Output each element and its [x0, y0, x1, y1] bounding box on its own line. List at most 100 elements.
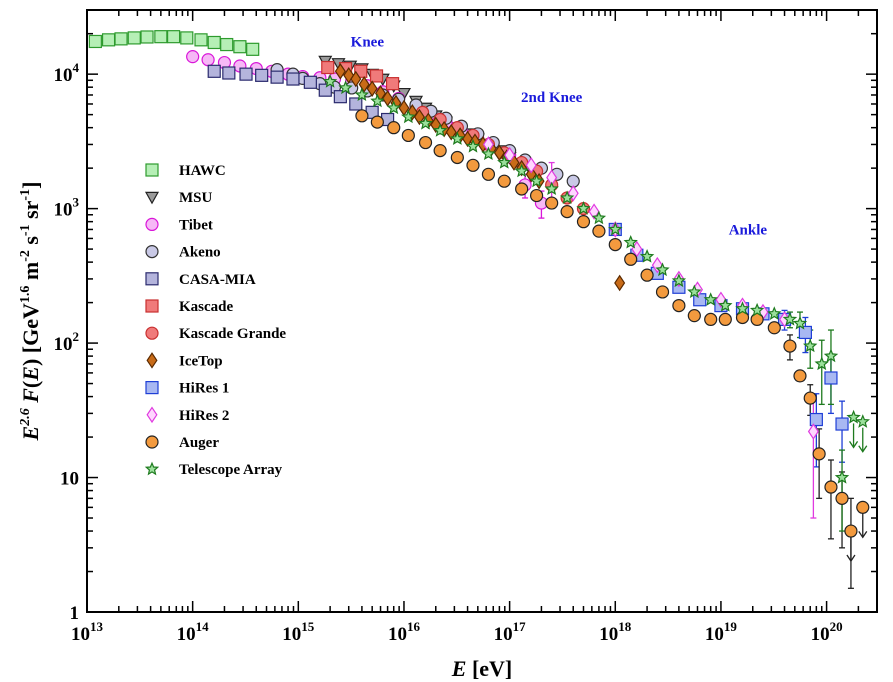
hawc-point: [166, 30, 181, 44]
axis-titles: E [eV] E2.6 F(E) [GeV1.6 m-2 s-1 sr-1]: [18, 182, 512, 681]
telescope-array-point: [370, 93, 385, 108]
telescope-array-point: [559, 190, 575, 205]
auger-point: [624, 252, 638, 266]
casa-mia-point: [286, 72, 300, 86]
legend-label-hires-2: HiRes 2: [179, 408, 229, 424]
x-tick-label: 1016: [388, 619, 421, 645]
icetop-point: [366, 80, 378, 97]
telescope-array-point: [591, 210, 607, 225]
telescope-array-point: [529, 173, 544, 188]
icetop-point: [493, 144, 505, 162]
hires-2-point: [525, 157, 537, 174]
telescope-array-point: [703, 292, 718, 306]
hires-2-point: [807, 423, 819, 440]
legend-label-msu: MSU: [179, 190, 213, 206]
legend-marker-msu: [144, 191, 160, 205]
telescope-array-point: [823, 348, 839, 363]
tick-marks: [86, 9, 878, 613]
kascade-point: [385, 77, 400, 91]
telescope-array-point: [481, 146, 496, 161]
icetop-point: [462, 130, 474, 148]
data-points: [88, 30, 871, 538]
plot-border: [86, 9, 878, 613]
error-bars: [522, 161, 868, 589]
auger-point: [803, 391, 817, 405]
telescope-array-point: [749, 302, 765, 317]
hawc-point: [246, 42, 260, 56]
annotation-2nd-knee: 2nd Knee: [521, 90, 583, 106]
telescope-array-point: [497, 155, 512, 169]
telescope-array-point: [802, 338, 818, 353]
x-tick-label: 1015: [282, 619, 315, 645]
auger-point: [718, 312, 732, 326]
auger-limit-arrowhead: [846, 554, 856, 563]
casa-mia-point: [207, 64, 221, 78]
casa-mia-point: [255, 68, 269, 82]
hires-1-point: [835, 417, 849, 431]
icetop-point: [350, 70, 362, 88]
auger-point: [515, 182, 529, 196]
telescope-array-point: [834, 469, 850, 484]
telescope-array-point: [576, 201, 591, 215]
casa-mia-point: [222, 66, 236, 80]
legend-marker-casa-mia: [145, 272, 159, 286]
legend-label-auger: Auger: [179, 435, 219, 451]
tick-labels: 1013 1014 1015 1016 1017 1018 1019 1020 1 10 102 10…: [54, 60, 843, 645]
hires-2-point: [588, 203, 600, 220]
auger-point: [418, 135, 433, 150]
y-tick-label: 1: [70, 603, 80, 624]
telescope-array-point: [322, 74, 338, 88]
telescope-array-point: [386, 100, 401, 115]
telescope-array-limit-arrowhead: [849, 441, 859, 449]
y-tick-label: 102: [54, 329, 80, 355]
icetop-point: [382, 90, 394, 107]
telescope-array-point: [432, 123, 448, 137]
auger-point: [783, 339, 797, 353]
legend-marker-icetop: [146, 352, 158, 369]
hawc-point: [207, 35, 221, 50]
hawc-point: [127, 31, 141, 45]
casa-mia-point: [349, 97, 363, 111]
auger-point: [735, 310, 750, 325]
auger-point: [529, 188, 544, 203]
hires-1-point: [798, 325, 812, 340]
auger-point: [767, 321, 781, 335]
telescope-array-point: [846, 409, 861, 424]
auger-limit-arrowhead: [858, 531, 868, 539]
auger-point: [370, 115, 384, 129]
annotation-knee: Knee: [351, 35, 385, 51]
auger-point: [672, 298, 686, 313]
telescope-array-point: [401, 109, 416, 124]
auger-point: [844, 524, 858, 538]
telescope-array-point: [514, 163, 529, 178]
legend-label-tibet: Tibet: [179, 217, 213, 233]
legend-label-hawc: HAWC: [179, 163, 226, 179]
legend-marker-hires-2: [146, 406, 158, 424]
telescope-array-point: [718, 298, 733, 312]
auger-point: [812, 447, 826, 461]
telescope-array-point: [338, 80, 353, 95]
telescope-array-point: [767, 306, 782, 320]
legend-marker-tibet: [145, 217, 159, 231]
tibet-point: [201, 53, 215, 67]
auger-point: [592, 224, 606, 238]
y-axis-title: E2.6 F(E) [GeV1.6 m-2 s-1 sr-1]: [18, 182, 43, 442]
auger-point: [450, 150, 464, 165]
x-axis-title: E [eV]: [451, 656, 513, 681]
icetop-point: [343, 67, 355, 84]
legend-marker-hires-1: [145, 381, 159, 395]
casa-mia-point: [239, 67, 253, 81]
telescope-array-point: [623, 234, 638, 249]
icetop-point: [445, 123, 457, 141]
casa-mia-point: [333, 90, 347, 104]
auger-point: [497, 174, 511, 188]
telescope-array-point: [671, 273, 687, 288]
hawc-point: [194, 33, 208, 47]
legend: HAWC MSU Tibet Akeno CASA-MIA Kascade Kascade …: [144, 163, 286, 478]
annotations: Knee 2nd Knee Ankle: [351, 35, 768, 239]
auger-point: [856, 500, 870, 514]
y-tick-label: 103: [54, 195, 80, 221]
legend-marker-kascade: [145, 299, 159, 313]
hawc-point: [180, 31, 194, 45]
